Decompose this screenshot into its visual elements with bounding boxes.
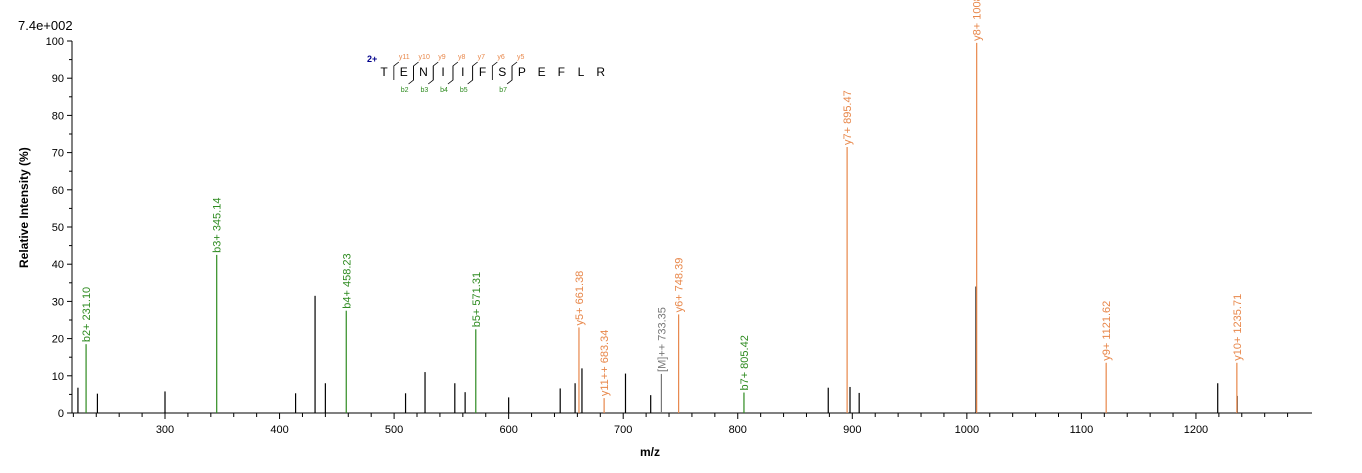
peak-label: b5+ 571.31 (471, 272, 483, 327)
x-tick-label: 300 (156, 424, 174, 436)
y-ion-bracket (393, 61, 400, 80)
y-ion-label: y11 (399, 54, 410, 61)
peak-label: y8+ 1008.58 (972, 0, 984, 41)
peak-label: b2+ 231.10 (81, 287, 93, 342)
y-ion-label: y7 (478, 54, 486, 61)
peak-label: b3+ 345.14 (212, 198, 224, 253)
b-ion-label: b2 (401, 87, 409, 94)
peak-label: y9+ 1121.62 (1101, 301, 1113, 361)
y-tick-label: 10 (52, 371, 64, 383)
peak-label: b4+ 458.23 (341, 253, 353, 308)
y-tick-label: 90 (52, 73, 64, 85)
y-ion-label: y10 (419, 54, 430, 61)
residue: T (380, 65, 388, 79)
residue: S (498, 65, 506, 79)
y-tick-label: 100 (46, 36, 64, 48)
b-ion-label: b7 (499, 87, 507, 94)
residue: R (596, 65, 605, 79)
x-axis-title: m/z (640, 445, 660, 459)
x-tick-label: 1200 (1184, 424, 1208, 436)
b-ion-bracket (447, 66, 454, 85)
x-tick-label: 700 (614, 424, 632, 436)
y-ion-bracket (432, 61, 439, 80)
residue: P (518, 65, 526, 79)
residue: N (419, 65, 428, 79)
residue: E (400, 65, 408, 79)
y-ion-bracket (452, 61, 459, 80)
y-tick-label: 50 (52, 222, 64, 234)
peak-label: y5+ 661.38 (574, 271, 586, 326)
y-tick-label: 40 (52, 259, 64, 271)
y-ion-bracket (413, 61, 419, 80)
y-ion-label: y8 (458, 54, 466, 61)
x-tick-label: 800 (729, 424, 747, 436)
y-tick-label: 70 (52, 148, 64, 160)
y-tick-label: 0 (58, 408, 64, 420)
y-ion-bracket (472, 61, 478, 80)
y-tick-label: 80 (52, 110, 64, 122)
charge-state: 2+ (367, 54, 377, 64)
y-ion-bracket (511, 61, 518, 80)
residue: I (441, 65, 444, 79)
peak-label: y6+ 748.39 (674, 258, 686, 313)
peak-label: b7+ 805.42 (739, 335, 751, 390)
x-tick-label: 1100 (1070, 424, 1094, 436)
peaks-group: b2+ 231.10 b3+ 345.14 b4+ 458.23 b5+ 571.31… (77, 0, 1244, 413)
y-ion-label: y6 (497, 54, 505, 61)
x-tick-label: 500 (385, 424, 403, 436)
peak-label: [M]++ 733.35 (656, 307, 668, 372)
residue: L (578, 65, 585, 79)
b-ion-bracket (467, 66, 474, 85)
x-tick-label: 400 (270, 424, 288, 436)
b-ion-label: b4 (440, 87, 448, 94)
y-ion-label: y5 (517, 54, 525, 61)
x-tick-label: 1000 (955, 424, 979, 436)
y-ion-label: y9 (438, 54, 446, 61)
y-tick-label: 30 (52, 296, 64, 308)
residue: F (558, 65, 565, 79)
x-tick-label: 600 (499, 424, 517, 436)
b-ion-label: b3 (420, 87, 428, 94)
y-tick-label: 60 (52, 185, 64, 197)
axes-group: 0 10 20 30 40 50 60 70 80 90 100 300 400 500 600 700 800… (46, 36, 1312, 436)
y-tick-label: 20 (52, 334, 64, 346)
b-ion-bracket (408, 66, 414, 85)
y-axis-title: Relative Intensity (%) (17, 147, 31, 268)
scale-label: 7.4e+002 (18, 18, 73, 33)
peak-label: y11++ 683.34 (599, 330, 611, 396)
residue: I (461, 65, 464, 79)
b-ion-bracket (428, 66, 434, 85)
residue: E (538, 65, 546, 79)
b-ion-label: b5 (460, 87, 468, 94)
peak-label: y10+ 1235.71 (1232, 294, 1244, 361)
x-tick-label: 900 (843, 424, 861, 436)
residue: F (479, 65, 486, 79)
peak-label: y7+ 895.47 (842, 90, 854, 145)
b-ion-bracket (506, 66, 513, 85)
y-ion-bracket (491, 61, 498, 80)
